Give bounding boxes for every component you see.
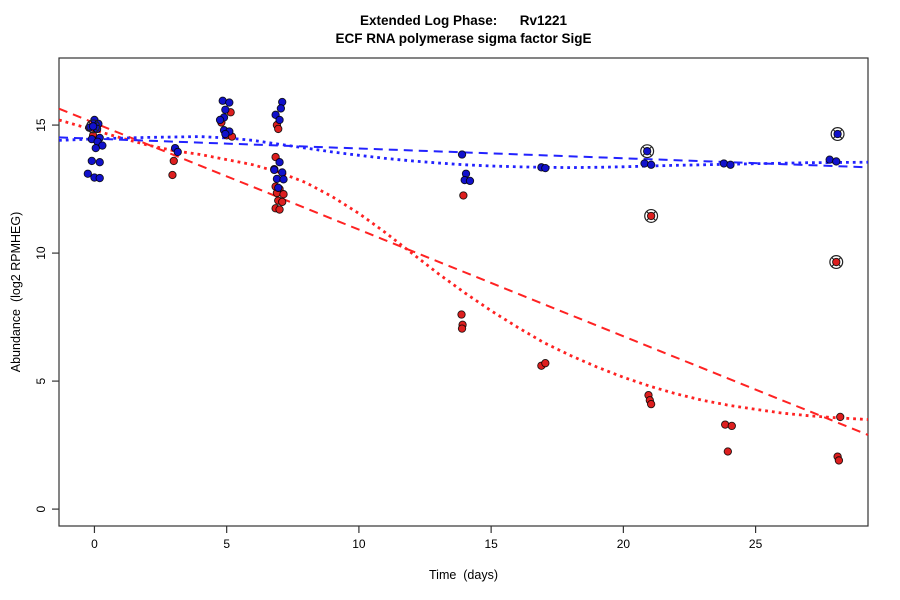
data-point-red-samples <box>723 447 732 456</box>
plot-box <box>58 57 869 527</box>
data-point-blue-samples <box>270 165 279 175</box>
data-point-blue-samples <box>541 163 550 173</box>
data-point-blue-samples <box>276 104 286 113</box>
data-point-red-samples <box>275 205 284 214</box>
outlier-ring <box>829 255 844 270</box>
data-point-red-samples <box>457 310 466 319</box>
data-point-blue-flagged-outliers <box>88 122 98 131</box>
data-point-blue-samples <box>465 176 475 186</box>
data-point-red-samples <box>834 456 844 465</box>
data-point-red-samples <box>274 124 283 134</box>
data-point-red-samples <box>457 324 467 333</box>
data-point-blue-samples <box>640 159 649 168</box>
trend-line-red-linear-fit <box>58 107 869 436</box>
data-point-blue-samples <box>726 160 735 169</box>
data-point-blue-samples <box>95 173 104 183</box>
outlier-ring <box>640 144 655 159</box>
data-point-red-samples <box>169 156 178 166</box>
data-point-blue-samples <box>457 150 467 159</box>
data-point-blue-samples <box>646 160 656 169</box>
data-point-red-samples <box>168 170 177 180</box>
chart-subtitle: ECF RNA polymerase sigma factor SigE <box>335 31 592 46</box>
data-point-red-samples <box>727 421 736 431</box>
data-point-red-samples <box>646 399 656 409</box>
data-point-blue-samples <box>87 156 96 166</box>
chart-title: Extended Log Phase: Rv1221 <box>359 13 568 28</box>
data-point-blue-samples <box>274 183 283 192</box>
data-point-red-samples <box>278 197 287 207</box>
data-point-red-flagged-outliers <box>832 257 841 267</box>
y-axis-label: Abundance (log2 RPMHEG) <box>9 211 23 373</box>
data-point-blue-flagged-outliers <box>833 129 842 139</box>
outlier-ring <box>644 208 659 223</box>
trend-line-red-loess-fit <box>58 118 869 421</box>
outlier-ring <box>830 127 845 142</box>
y-tick-label: 5 <box>34 377 48 384</box>
data-point-blue-samples <box>279 175 288 184</box>
trend-line-blue-loess-fit <box>58 135 869 170</box>
data-point-red-samples <box>459 191 468 200</box>
x-tick-label: 25 <box>749 537 763 551</box>
x-tick-label: 15 <box>484 537 498 551</box>
data-point-blue-samples <box>95 158 104 167</box>
data-point-red-flagged-outliers <box>646 211 656 221</box>
data-point-blue-samples <box>215 115 225 125</box>
data-point-blue-samples <box>221 129 230 139</box>
x-tick-label: 10 <box>352 537 366 551</box>
x-axis-label: Time (days) <box>429 568 498 582</box>
y-tick-label: 10 <box>34 246 48 260</box>
data-point-red-samples <box>541 359 550 368</box>
data-point-blue-samples <box>173 147 182 157</box>
data-point-blue-samples <box>83 169 92 178</box>
data-point-blue-samples <box>275 115 284 125</box>
data-point-blue-samples <box>275 158 284 167</box>
x-tick-label: 5 <box>223 537 230 551</box>
x-tick-label: 20 <box>617 537 631 551</box>
data-point-blue-samples <box>221 105 230 114</box>
x-tick-label: 0 <box>91 537 98 551</box>
data-point-blue-samples <box>719 159 729 168</box>
outlier-ring <box>86 119 101 134</box>
y-tick-label: 15 <box>34 118 48 132</box>
data-point-blue-samples <box>225 98 234 107</box>
data-point-blue-samples <box>832 157 841 166</box>
data-point-blue-flagged-outliers <box>643 147 652 156</box>
data-point-red-samples <box>721 420 730 429</box>
data-point-blue-samples <box>278 168 287 177</box>
data-point-red-samples <box>279 190 288 199</box>
y-tick-label: 0 <box>34 505 48 512</box>
data-point-red-samples <box>836 412 845 422</box>
data-point-blue-samples <box>91 143 100 153</box>
